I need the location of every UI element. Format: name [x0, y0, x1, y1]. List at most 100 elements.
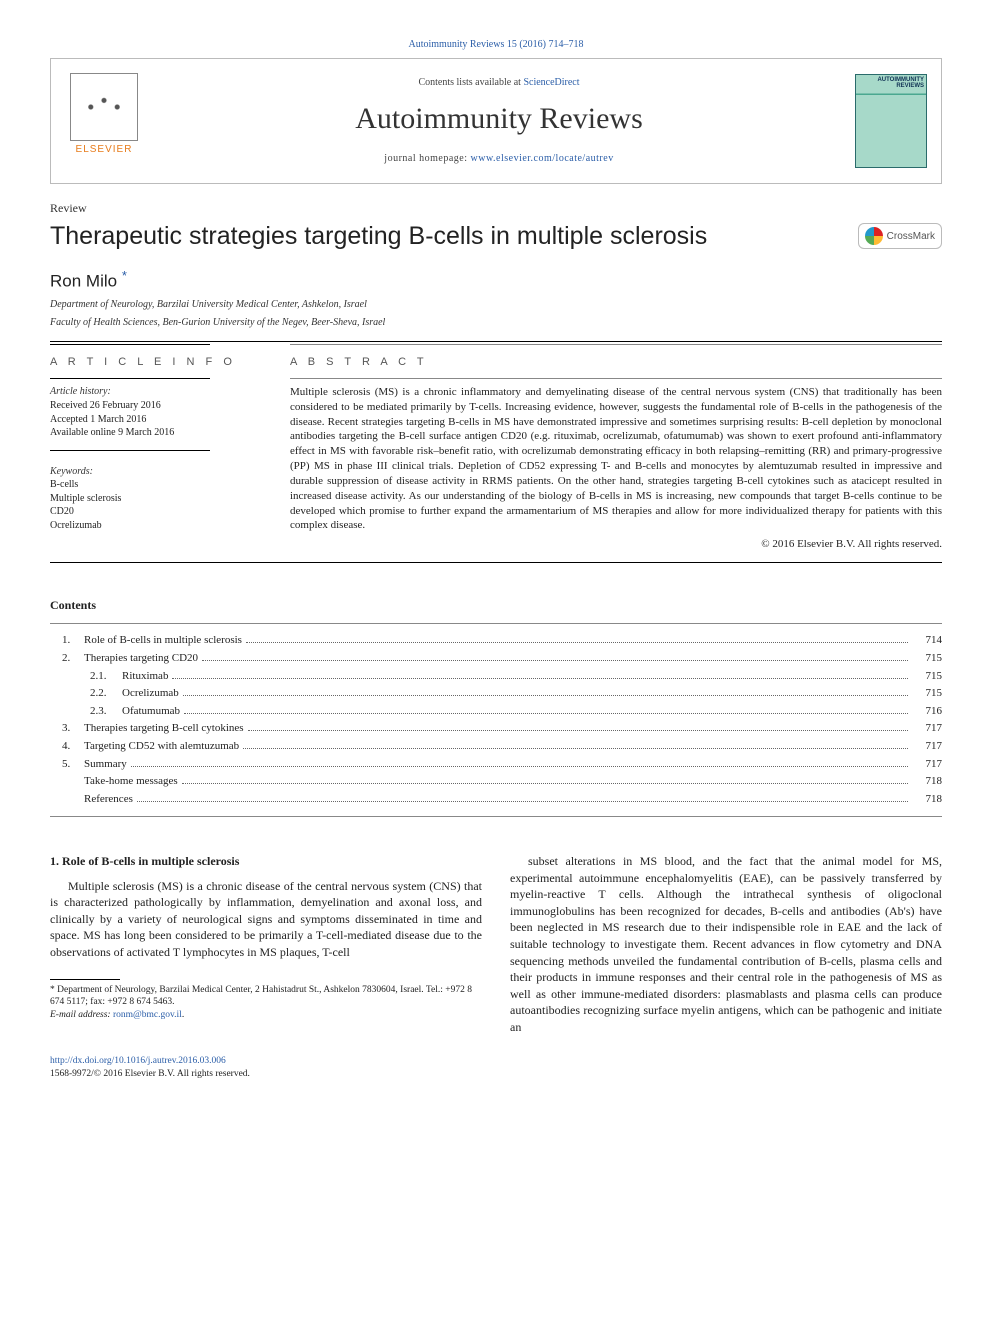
divider	[50, 450, 210, 451]
date-online: Available online 9 March 2016	[50, 426, 260, 440]
divider	[50, 341, 942, 342]
toc-page: 718	[912, 773, 942, 791]
toc-label: Therapies targeting B-cell cytokines	[84, 720, 244, 738]
toc-row[interactable]: 2.1.Rituximab 715	[50, 668, 942, 686]
article-info-head: A R T I C L E I N F O	[50, 355, 260, 370]
journal-header-box: ELSEVIER Contents lists available at Sci…	[50, 58, 942, 184]
toc-leader-dots	[243, 748, 908, 749]
contents-available-line: Contents lists available at ScienceDirec…	[143, 76, 855, 90]
keywords-head: Keywords:	[50, 465, 260, 479]
toc-row[interactable]: 3.Therapies targeting B-cell cytokines 71…	[50, 720, 942, 738]
keyword: Multiple sclerosis	[50, 492, 260, 506]
section-heading-1: 1. Role of B-cells in multiple sclerosis	[50, 853, 482, 870]
toc-leader-dots	[184, 713, 908, 714]
toc-leader-dots	[202, 660, 908, 661]
toc-row[interactable]: 4.Targeting CD52 with alemtuzumab717	[50, 738, 942, 756]
toc-row[interactable]: 2.Therapies targeting CD20 715	[50, 650, 942, 668]
elsevier-tree-icon	[70, 73, 138, 141]
toc-page: 718	[912, 791, 942, 809]
toc-row[interactable]: 1.Role of B-cells in multiple sclerosis 7…	[50, 632, 942, 650]
toc-leader-dots	[137, 801, 908, 802]
toc-label: Therapies targeting CD20	[84, 650, 198, 668]
toc-page: 715	[912, 685, 942, 703]
corresponding-address: * Department of Neurology, Barzilai Medi…	[50, 984, 482, 1010]
toc-number: 2.3.	[50, 703, 122, 721]
toc-row[interactable]: Take-home messages 718	[50, 773, 942, 791]
journal-homepage-link[interactable]: www.elsevier.com/locate/autrev	[471, 153, 614, 164]
toc-leader-dots	[246, 642, 908, 643]
journal-name: Autoimmunity Reviews	[143, 99, 855, 140]
toc-leader-dots	[183, 695, 908, 696]
toc-row[interactable]: 2.2.Ocrelizumab 715	[50, 685, 942, 703]
toc-label: Targeting CD52 with alemtuzumab	[84, 738, 239, 756]
date-received: Received 26 February 2016	[50, 399, 260, 413]
toc-page: 715	[912, 668, 942, 686]
author-name: Ron Milo *	[50, 267, 942, 294]
divider	[50, 344, 210, 345]
body-paragraph: Multiple sclerosis (MS) is a chronic dis…	[50, 878, 482, 961]
toc-number: 5.	[50, 756, 84, 774]
table-of-contents: 1.Role of B-cells in multiple sclerosis 7…	[50, 632, 942, 808]
body-paragraph: subset alterations in MS blood, and the …	[510, 853, 942, 1035]
affiliation-2: Faculty of Health Sciences, Ben-Gurion U…	[50, 316, 942, 330]
toc-row[interactable]: References718	[50, 791, 942, 809]
article-title: Therapeutic strategies targeting B-cells…	[50, 220, 942, 254]
abstract-copyright: © 2016 Elsevier B.V. All rights reserved…	[290, 537, 942, 552]
toc-leader-dots	[248, 730, 908, 731]
journal-cover-thumbnail: AUTOIMMUNITY REVIEWS	[855, 74, 927, 168]
toc-page: 716	[912, 703, 942, 721]
keyword: B-cells	[50, 478, 260, 492]
keyword: Ocrelizumab	[50, 519, 260, 533]
crossmark-badge[interactable]: CrossMark	[858, 223, 942, 249]
toc-label: Summary	[84, 756, 127, 774]
toc-number: 3.	[50, 720, 84, 738]
toc-label: Ofatumumab	[122, 703, 180, 721]
abstract-block: A B S T R A C T Multiple sclerosis (MS) …	[290, 344, 942, 552]
divider	[50, 816, 942, 817]
cover-title: AUTOIMMUNITY REVIEWS	[856, 77, 924, 89]
homepage-prefix: journal homepage:	[384, 153, 470, 164]
article-body: 1. Role of B-cells in multiple sclerosis…	[50, 853, 942, 1035]
toc-leader-dots	[131, 766, 908, 767]
running-header: Autoimmunity Reviews 15 (2016) 714–718	[50, 38, 942, 52]
abstract-text: Multiple sclerosis (MS) is a chronic inf…	[290, 385, 942, 533]
divider	[290, 344, 942, 345]
toc-label: Rituximab	[122, 668, 168, 686]
toc-row[interactable]: 5.Summary717	[50, 756, 942, 774]
crossmark-label: CrossMark	[887, 230, 935, 244]
elsevier-logo: ELSEVIER	[65, 73, 143, 169]
keyword: CD20	[50, 505, 260, 519]
toc-page: 715	[912, 650, 942, 668]
toc-label: Role of B-cells in multiple sclerosis	[84, 632, 242, 650]
toc-number: 4.	[50, 738, 84, 756]
divider	[50, 562, 942, 563]
toc-number: 2.1.	[50, 668, 122, 686]
article-info-block: A R T I C L E I N F O Article history: R…	[50, 344, 260, 552]
article-history-head: Article history:	[50, 385, 260, 399]
journal-homepage-line: journal homepage: www.elsevier.com/locat…	[143, 152, 855, 166]
corresponding-author-mark: *	[122, 268, 127, 283]
affiliation-1: Department of Neurology, Barzilai Univer…	[50, 298, 942, 312]
sciencedirect-link[interactable]: ScienceDirect	[523, 77, 579, 88]
elsevier-brand-text: ELSEVIER	[65, 143, 143, 157]
author-email-link[interactable]: ronm@bmc.gov.il	[113, 1010, 182, 1020]
footnote-separator	[50, 979, 120, 980]
doi-link[interactable]: http://dx.doi.org/10.1016/j.autrev.2016.…	[50, 1056, 226, 1066]
abstract-head: A B S T R A C T	[290, 355, 942, 370]
toc-number: 2.2.	[50, 685, 122, 703]
crossmark-icon	[865, 227, 883, 245]
contents-heading: Contents	[50, 597, 942, 613]
toc-page: 717	[912, 720, 942, 738]
corresponding-footnote: * Department of Neurology, Barzilai Medi…	[50, 984, 482, 1022]
toc-row[interactable]: 2.3.Ofatumumab 716	[50, 703, 942, 721]
toc-leader-dots	[172, 678, 908, 679]
toc-page: 714	[912, 632, 942, 650]
issn-copyright: 1568-9972/© 2016 Elsevier B.V. All right…	[50, 1069, 250, 1079]
toc-label: Ocrelizumab	[122, 685, 179, 703]
contents-prefix: Contents lists available at	[418, 77, 523, 88]
footer-block: http://dx.doi.org/10.1016/j.autrev.2016.…	[50, 1055, 942, 1080]
toc-number: 1.	[50, 632, 84, 650]
toc-number: 2.	[50, 650, 84, 668]
toc-leader-dots	[182, 783, 908, 784]
toc-label: Take-home messages	[84, 773, 178, 791]
